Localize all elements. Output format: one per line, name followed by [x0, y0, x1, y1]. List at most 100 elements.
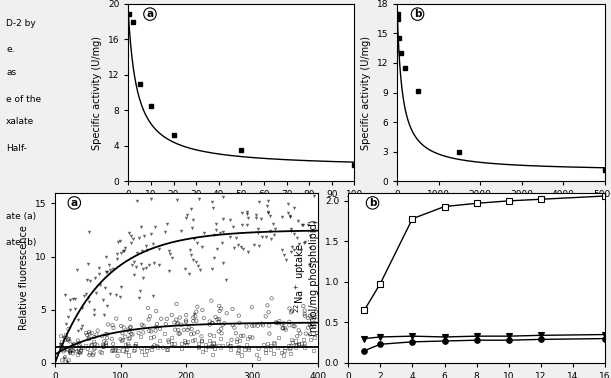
Point	[63, 336, 73, 342]
Point	[300, 313, 310, 319]
Point	[153, 344, 163, 350]
Point	[162, 316, 172, 322]
Point	[212, 246, 222, 252]
Point	[85, 331, 95, 337]
Point	[298, 343, 308, 349]
X-axis label: Oxalate concentration (μM): Oxalate concentration (μM)	[174, 205, 309, 215]
Point	[109, 266, 119, 272]
Point	[288, 323, 298, 329]
Point	[89, 307, 99, 313]
Point	[133, 198, 142, 204]
Point	[228, 224, 238, 230]
Point	[285, 305, 295, 311]
Point	[207, 266, 217, 272]
Point	[190, 313, 200, 319]
Point	[252, 352, 262, 358]
Text: a: a	[71, 198, 78, 208]
Point	[274, 318, 284, 324]
Point	[194, 196, 204, 202]
Point	[94, 265, 104, 271]
Point	[59, 355, 68, 361]
Point	[207, 298, 216, 304]
Point	[270, 341, 280, 347]
Point	[286, 350, 296, 356]
Point	[185, 247, 195, 253]
Point	[304, 262, 313, 268]
Point	[180, 338, 189, 344]
Point	[119, 248, 128, 254]
Point	[136, 261, 145, 267]
Point	[105, 267, 115, 273]
Point	[55, 341, 65, 347]
Point	[209, 345, 219, 352]
Point	[92, 342, 102, 349]
Point	[306, 233, 315, 239]
Point	[100, 342, 110, 349]
Point	[127, 262, 137, 268]
Text: Half-: Half-	[6, 144, 27, 153]
Point	[155, 338, 164, 344]
Point	[98, 342, 108, 348]
Point	[267, 295, 277, 301]
Point	[103, 321, 113, 327]
Point	[218, 216, 227, 222]
Point	[289, 231, 299, 237]
Point	[201, 346, 211, 352]
Point	[225, 346, 235, 352]
Point	[222, 310, 232, 316]
Point	[292, 333, 302, 339]
Point	[73, 338, 83, 344]
Point	[145, 335, 155, 341]
Point	[68, 348, 78, 354]
Point	[55, 364, 65, 370]
Point	[63, 314, 73, 320]
Point	[116, 323, 126, 329]
Text: ate (a): ate (a)	[6, 212, 36, 221]
Point	[208, 332, 218, 338]
Point	[263, 209, 273, 215]
Point	[221, 277, 230, 283]
Point	[84, 335, 93, 341]
Point	[175, 331, 185, 337]
Point	[125, 335, 134, 341]
Point	[89, 339, 98, 345]
Point	[291, 341, 301, 347]
Point	[129, 272, 139, 278]
Point	[154, 262, 164, 268]
Point	[280, 325, 290, 331]
Point	[115, 294, 125, 301]
Point	[137, 322, 147, 328]
Point	[118, 248, 128, 254]
Point	[205, 332, 214, 338]
Point	[261, 347, 271, 353]
Point	[263, 198, 273, 204]
Point	[249, 242, 259, 248]
Point	[287, 244, 297, 250]
Point	[128, 236, 138, 242]
Point	[266, 236, 276, 242]
Point	[261, 349, 271, 355]
Point	[186, 206, 196, 212]
Point	[309, 220, 319, 226]
Point	[297, 222, 307, 228]
Point	[187, 326, 197, 332]
Point	[65, 297, 75, 303]
Point	[286, 228, 296, 234]
Point	[306, 336, 315, 342]
Point	[120, 169, 130, 175]
Point	[101, 254, 111, 260]
Point	[151, 327, 161, 333]
Point	[228, 322, 238, 328]
Point	[284, 201, 293, 207]
Point	[112, 353, 122, 359]
Point	[63, 336, 73, 342]
Point	[273, 344, 282, 350]
Point	[173, 320, 183, 326]
Point	[243, 223, 252, 229]
Point	[170, 327, 180, 333]
Point	[84, 352, 94, 358]
Point	[116, 284, 126, 290]
Point	[289, 205, 299, 211]
Point	[257, 321, 266, 327]
Point	[233, 343, 243, 349]
